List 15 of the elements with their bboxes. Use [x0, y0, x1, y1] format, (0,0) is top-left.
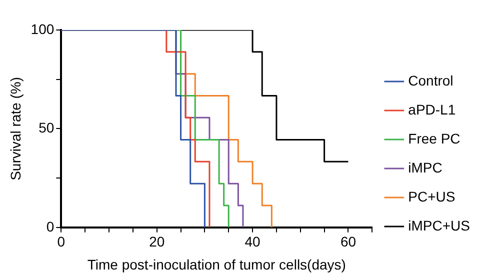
- x-axis-title: Time post-inoculation of tumor cells(days): [87, 256, 346, 272]
- legend-label: iMPC+US: [408, 217, 470, 234]
- legend-label: Control: [408, 72, 454, 88]
- y-axis-title: Survival rate (%): [7, 76, 24, 180]
- y-tick-label: 50: [38, 120, 54, 136]
- legend-label: iMPC: [408, 159, 442, 176]
- y-tick-label: 100: [30, 20, 54, 37]
- legend-label: PC+US: [408, 188, 456, 204]
- x-tick-label: 0: [57, 234, 66, 250]
- x-tick-label: 20: [149, 234, 165, 250]
- legend-label: aPD-L1: [408, 101, 456, 118]
- legend-label: Free PC: [408, 130, 460, 146]
- x-tick-label: 60: [340, 234, 356, 250]
- y-tick-label: 0: [46, 218, 54, 234]
- x-tick-label: 40: [244, 234, 261, 250]
